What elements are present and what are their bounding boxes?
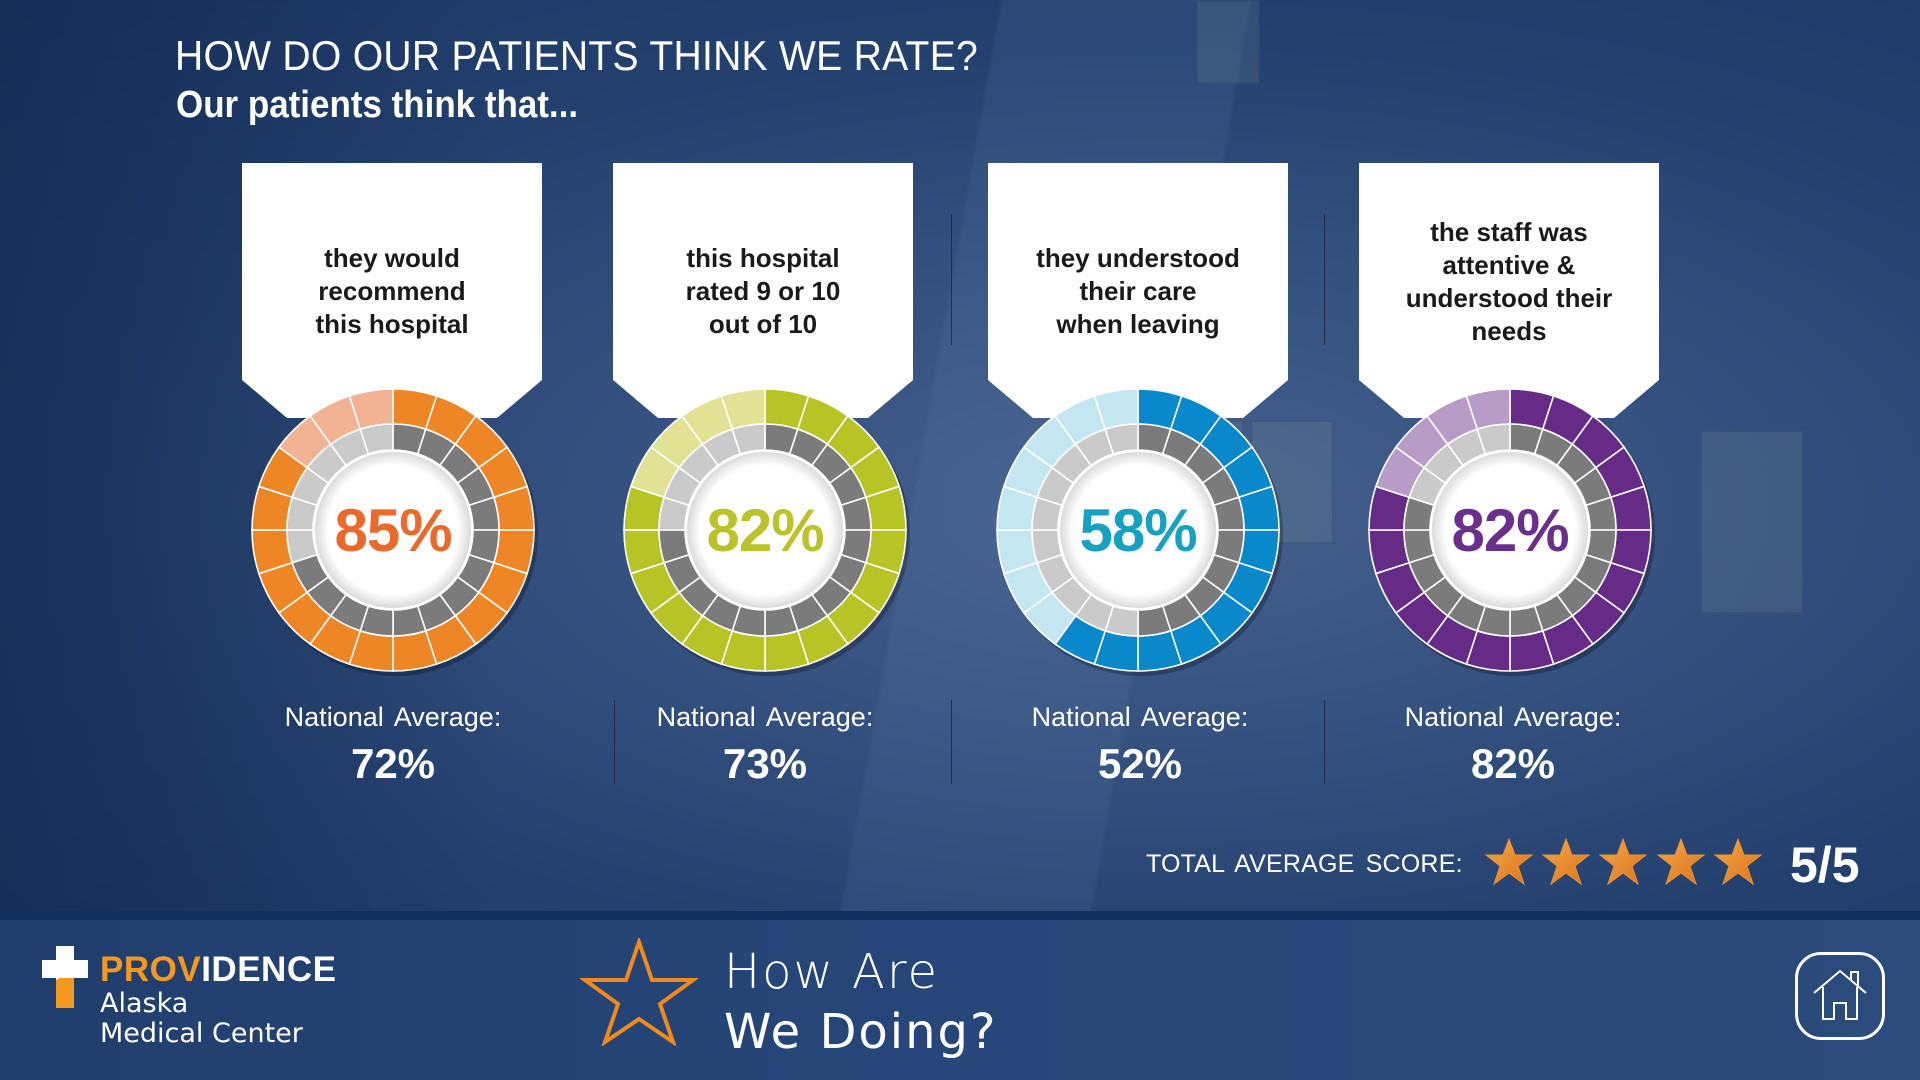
donut-ring bbox=[996, 388, 1283, 676]
donut-center bbox=[685, 450, 845, 610]
score-percent: 82% bbox=[706, 496, 824, 564]
donut-ring bbox=[623, 388, 910, 676]
callout-shape bbox=[988, 163, 1288, 418]
column-divider bbox=[1324, 214, 1325, 345]
statement-text: they would recommend this hospital bbox=[315, 243, 469, 339]
star-icon bbox=[1484, 837, 1534, 886]
page-subtitle: Our patients think that... bbox=[176, 84, 579, 126]
brand-name-white: IDENCE bbox=[201, 950, 337, 989]
brand-subtitle-line1: Alaska bbox=[100, 988, 189, 1019]
score-donut: 58% bbox=[988, 380, 1288, 680]
donut-ring bbox=[1368, 388, 1655, 676]
footer-bar bbox=[0, 920, 1920, 1080]
column-divider bbox=[1324, 700, 1325, 784]
callout-shape bbox=[1359, 163, 1659, 418]
star-icon bbox=[1713, 837, 1763, 886]
national-average-value: 73% bbox=[722, 740, 808, 787]
home-icon bbox=[1813, 969, 1867, 1020]
statement-text: the staff was attentive & understood the… bbox=[1405, 216, 1613, 346]
score-percent: 82% bbox=[1451, 496, 1569, 564]
star-icon bbox=[1541, 837, 1591, 886]
score-percent: 58% bbox=[1079, 496, 1197, 564]
callout-shape bbox=[613, 163, 913, 418]
footer-divider-band bbox=[0, 911, 1920, 921]
statement-callout: they understood their care when leaving bbox=[988, 163, 1288, 433]
score-donut: 82% bbox=[615, 380, 915, 680]
donut-center bbox=[1430, 450, 1590, 610]
footer-heading-line2: We Doing? bbox=[724, 1004, 998, 1060]
providence-cross-logo-icon bbox=[42, 946, 88, 1008]
national-average-label: National Average: bbox=[284, 702, 502, 732]
brand-name-orange: PROV bbox=[100, 950, 202, 989]
score-donut: 82% bbox=[1360, 380, 1660, 680]
national-average-value: 82% bbox=[1470, 740, 1556, 787]
background-window bbox=[1196, 0, 1260, 84]
column-divider bbox=[951, 214, 952, 345]
donut-ring bbox=[251, 388, 538, 676]
background-window bbox=[1700, 430, 1804, 614]
column-divider bbox=[614, 700, 615, 784]
footer-heading-line1: How Are bbox=[724, 944, 940, 1000]
home-button[interactable] bbox=[1795, 952, 1885, 1040]
statement-callout: this hospital rated 9 or 10 out of 10 bbox=[613, 163, 913, 433]
callout-shape bbox=[242, 163, 542, 418]
star-icon bbox=[1598, 837, 1648, 886]
national-average-label: National Average: bbox=[1031, 702, 1249, 732]
national-average-value: 52% bbox=[1097, 740, 1183, 787]
national-average-label: National Average: bbox=[1404, 702, 1622, 732]
statement-callout: the staff was attentive & understood the… bbox=[1359, 163, 1659, 433]
page-title: HOW DO OUR PATIENTS THINK WE RATE? bbox=[175, 32, 979, 79]
statement-text: this hospital rated 9 or 10 out of 10 bbox=[685, 243, 841, 339]
brand-subtitle-line2: Medical Center bbox=[100, 1018, 303, 1049]
score-percent: 85% bbox=[334, 496, 452, 564]
total-average-score-value: 5/5 bbox=[1790, 837, 1860, 893]
national-average-value: 72% bbox=[350, 740, 436, 787]
donut-center bbox=[1058, 450, 1218, 610]
total-average-score-label: TOTAL AVERAGE SCORE: bbox=[1146, 850, 1463, 878]
star-icon bbox=[1656, 837, 1706, 886]
national-average-label: National Average: bbox=[656, 702, 874, 732]
statement-text: they understood their care when leaving bbox=[1036, 243, 1240, 339]
score-donut: 85% bbox=[243, 380, 543, 680]
brand-name: PROVIDENCE bbox=[100, 950, 336, 990]
column-divider bbox=[951, 700, 952, 784]
star-outline-icon bbox=[580, 938, 698, 1046]
statement-callout: they would recommend this hospital bbox=[242, 163, 542, 433]
donut-center bbox=[313, 450, 473, 610]
